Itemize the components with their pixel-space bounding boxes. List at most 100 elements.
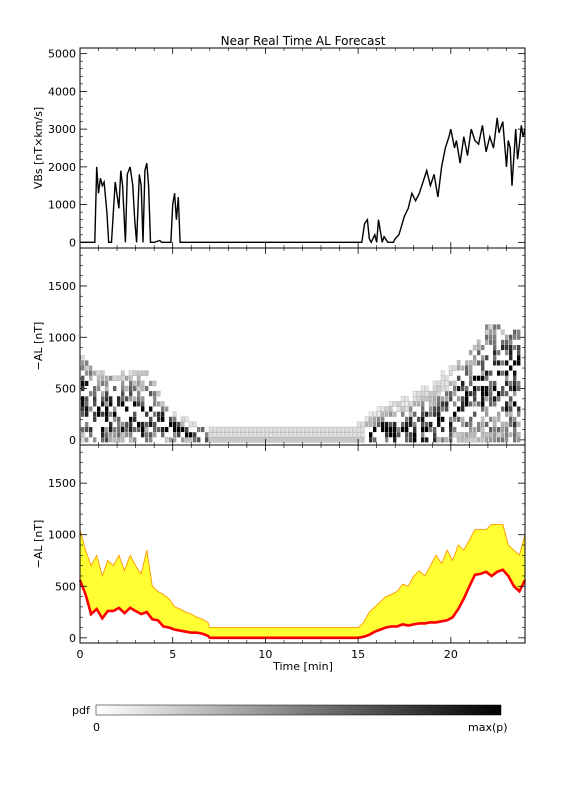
pdf-cell [85, 380, 89, 386]
pdf-cell [276, 437, 281, 443]
pdf-cell [264, 432, 269, 438]
pdf-cell [465, 432, 469, 438]
pdf-cell [513, 370, 517, 376]
pdf-cell [469, 375, 473, 381]
pdf-cell [465, 370, 469, 376]
colorbar-min-label: 0 [93, 721, 100, 734]
pdf-cell [497, 391, 501, 397]
pdf-cell [493, 350, 497, 356]
pdf-cell [324, 426, 329, 433]
pdf-cell [489, 401, 493, 407]
pdf-cell [117, 432, 121, 438]
pdf-cell [376, 411, 381, 417]
pdf-cell [373, 437, 377, 443]
pdf-cell [481, 370, 485, 376]
pdf-cell [129, 416, 133, 422]
pdf-cell [489, 427, 493, 433]
pdf-cell [513, 401, 517, 407]
pdf-cell [264, 426, 269, 433]
pdf-cell [424, 385, 429, 392]
pdf-cell [505, 370, 509, 376]
pdf-cell [141, 396, 145, 402]
pdf-cell [469, 416, 473, 422]
pdf-cell [244, 432, 249, 438]
pdf-cell [149, 421, 153, 427]
pdf-cell [112, 437, 117, 443]
pdf-cell [485, 386, 489, 392]
pdf-cell [368, 416, 373, 423]
pdf-cell [336, 426, 341, 433]
x-tick-label: 15 [351, 648, 365, 661]
pdf-cell [484, 432, 489, 438]
pdf-cell [440, 385, 445, 392]
pdf-cell [484, 329, 489, 335]
pdf-cell [157, 416, 161, 422]
pdf-cell [384, 406, 389, 412]
pdf-cell [436, 385, 441, 392]
pdf-cell [421, 421, 425, 427]
pdf-cell [164, 437, 169, 443]
pdf-cell [505, 411, 509, 417]
colorbar-gradient [95, 704, 502, 716]
pdf-cell [480, 426, 485, 433]
pdf-cell [324, 437, 329, 443]
pdf-cell [401, 411, 405, 417]
pdf-cell [173, 432, 177, 438]
pdf-cell [445, 401, 449, 407]
pdf-cell [369, 437, 373, 443]
pdf-cell [517, 345, 521, 351]
pdf-cell [473, 355, 477, 361]
pdf-cell [372, 411, 377, 417]
pdf-cell [497, 437, 501, 443]
pdf-cell [408, 401, 413, 407]
pdf-cell [117, 427, 121, 433]
pdf-cell [157, 401, 161, 407]
pdf-cell [105, 380, 109, 386]
pdf-cell [89, 432, 93, 438]
pdf-cell [477, 427, 481, 433]
pdf-cell [501, 345, 505, 351]
pdf-cell [508, 411, 513, 417]
pdf-cell [121, 391, 125, 397]
pdf-cell [461, 406, 465, 412]
pdf-cell [304, 437, 309, 443]
pdf-cell [85, 370, 89, 376]
pdf-cell [489, 386, 493, 392]
pdf-cell [165, 427, 169, 433]
vbs-series-line [80, 117, 526, 244]
pdf-cell [509, 416, 513, 422]
pdf-cell [316, 432, 321, 438]
pdf-cell [208, 432, 213, 438]
pdf-cell [216, 432, 221, 438]
pdf-cell [109, 427, 113, 433]
pdf-cell [485, 324, 489, 330]
pdf-cell [105, 416, 109, 422]
pdf-cell [308, 437, 313, 443]
pdf-cell [461, 365, 465, 371]
pdf-cell [276, 432, 281, 438]
pdf-cell [173, 427, 177, 433]
pdf-cell [385, 421, 389, 427]
pdf-cell [433, 437, 437, 443]
pdf-cell [449, 396, 453, 402]
pdf-cell [328, 426, 333, 433]
pdf-cell [457, 396, 461, 402]
pdf-cell [157, 411, 161, 417]
pdf-cell [129, 396, 133, 402]
pdf-cell [184, 416, 189, 423]
pdf-cell [137, 391, 141, 397]
pdf-cell [89, 375, 93, 381]
pdf-cell [421, 427, 425, 433]
pdf-cell [489, 380, 493, 386]
pdf-cell [85, 360, 89, 366]
pdf-cell [377, 421, 381, 427]
pdf-cell [408, 411, 413, 417]
pdf-cell [481, 401, 485, 407]
pdf-cell [181, 437, 185, 443]
pdf-cell [452, 365, 457, 371]
pdf-cell [428, 390, 433, 397]
pdf-cell [104, 385, 109, 392]
pdf-cell [437, 401, 441, 407]
pdf-cell [101, 375, 105, 381]
pdf-cell [212, 437, 217, 443]
